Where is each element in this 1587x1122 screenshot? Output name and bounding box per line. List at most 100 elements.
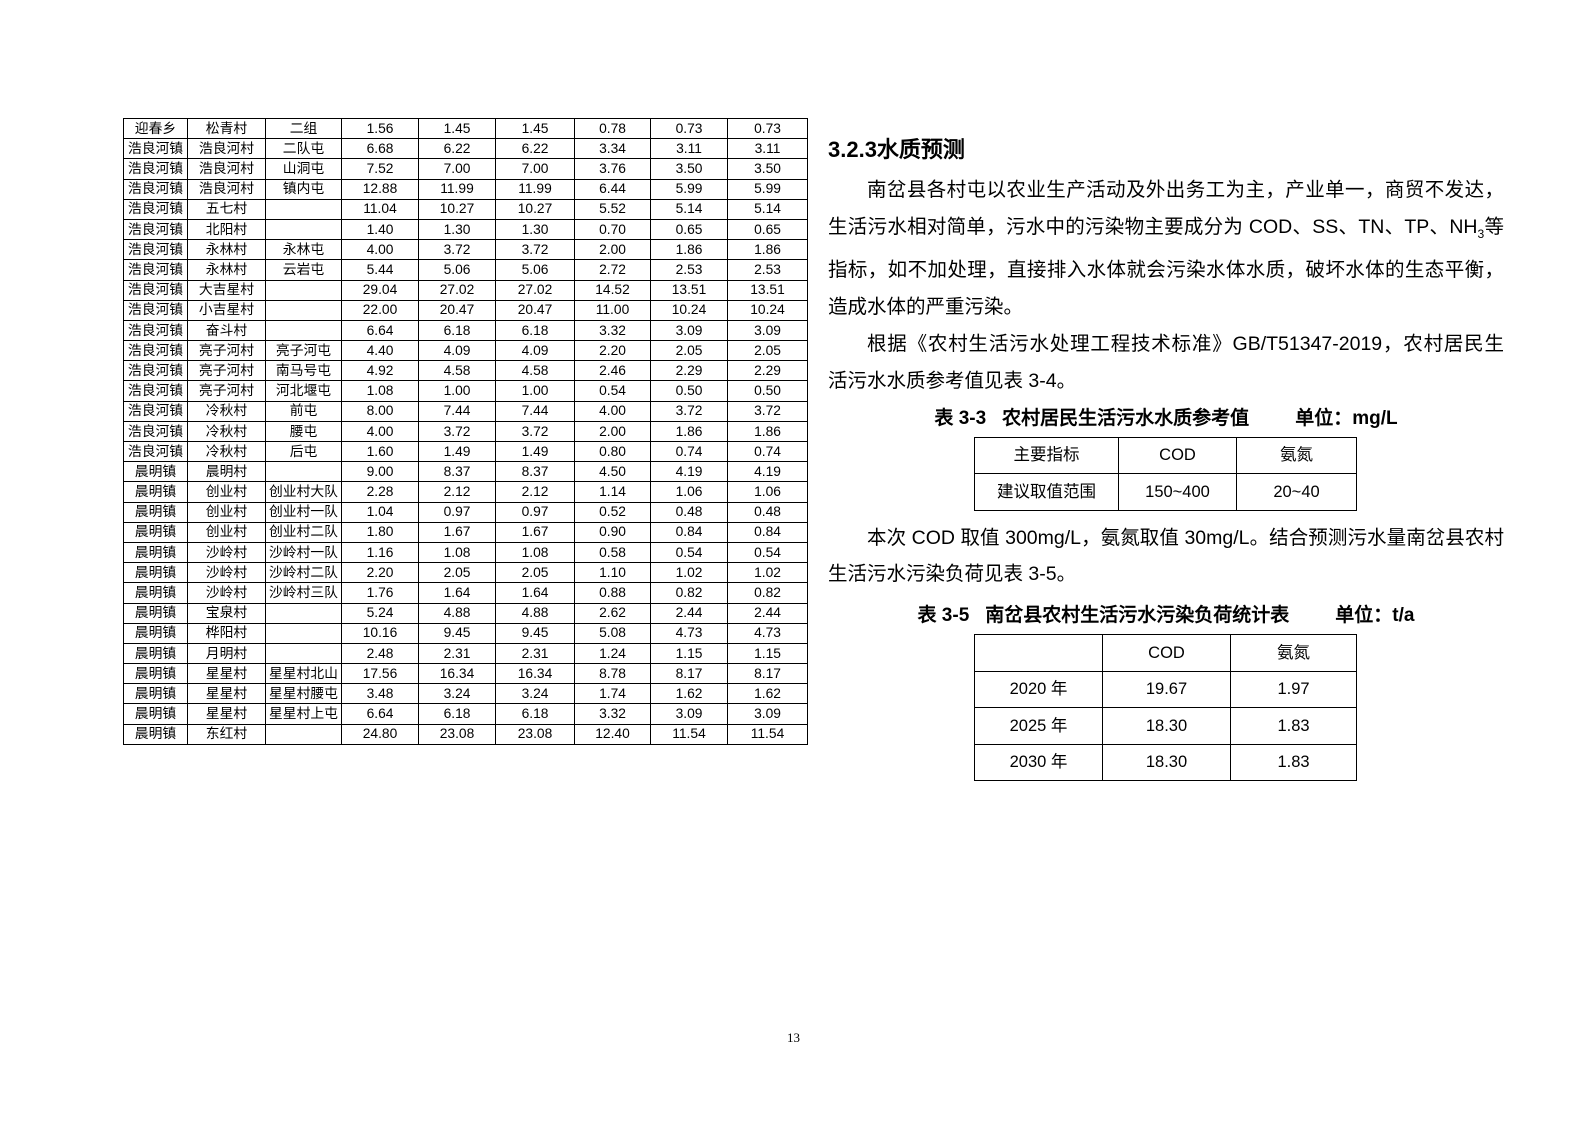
table-row: 浩良河镇 小吉星村 22.00 20.47 20.47 11.00 10.24 10.24 bbox=[123, 299, 808, 321]
table-cell: 10.16 bbox=[341, 622, 419, 644]
table-cell: 5.08 bbox=[574, 622, 651, 644]
table-cell: 11.54 bbox=[727, 723, 808, 745]
table-cell: 3.48 bbox=[341, 683, 419, 705]
table-cell: 创业村大队 bbox=[265, 481, 342, 503]
table-cell: 23.08 bbox=[495, 723, 575, 745]
table-cell: 4.00 bbox=[574, 400, 651, 422]
table-3-3-head: 主要指标 COD 氨氮 bbox=[974, 436, 1357, 475]
table-cell: 8.37 bbox=[418, 461, 496, 483]
table-cell: 冷秋村 bbox=[187, 400, 266, 422]
table-cell: 7.52 bbox=[341, 158, 419, 180]
table-3-5-head: COD 氨氮 bbox=[974, 634, 1357, 672]
table-cell: 晨明镇 bbox=[123, 663, 188, 685]
paragraph-intro: 南岔县各村屯以农业生产活动及外出务工为主，产业单一，商贸不发达，生活污水相对简单… bbox=[828, 172, 1504, 326]
table-cell: 4.19 bbox=[650, 461, 728, 483]
table-cell: 0.80 bbox=[574, 440, 651, 463]
table-cell: 晨明镇 bbox=[123, 541, 188, 564]
table-cell: 11.04 bbox=[341, 198, 419, 220]
table-row: 浩良河镇 冷秋村 前屯 8.00 7.44 7.44 4.00 3.72 3.72 bbox=[123, 400, 808, 422]
paragraph-standard-ref: 根据《农村生活污水处理工程技术标准》GB/T51347-2019，农村居民生活污… bbox=[828, 333, 1504, 392]
table-row: 主要指标 COD 氨氮 bbox=[974, 436, 1357, 475]
table-cell bbox=[265, 602, 342, 624]
nh3-subscript: 3 bbox=[1477, 226, 1485, 241]
table-cell: 7.00 bbox=[495, 158, 575, 180]
table-cell: 0.52 bbox=[574, 501, 651, 523]
table-cell: 1.86 bbox=[727, 420, 808, 443]
table-row: 晨明镇 沙岭村 沙岭村二队 2.20 2.05 2.05 1.10 1.02 1.02 bbox=[123, 562, 808, 584]
table-row: 晨明镇 星星村 星星村腰屯 3.48 3.24 3.24 1.74 1.62 1.62 bbox=[123, 683, 808, 705]
table-cell: 19.67 bbox=[1102, 670, 1231, 709]
table-cell: 晨明镇 bbox=[123, 461, 188, 483]
table-cell: 亮子河屯 bbox=[265, 340, 342, 362]
table-cell: 0.65 bbox=[650, 218, 728, 241]
table-cell: 0.65 bbox=[727, 218, 808, 241]
table-cell: 2.12 bbox=[418, 481, 496, 503]
table-cell: 0.82 bbox=[727, 582, 808, 604]
table-cell: 浩良河镇 bbox=[123, 380, 188, 402]
table-cell: 1.60 bbox=[341, 440, 419, 463]
table-cell: 永林屯 bbox=[265, 239, 342, 261]
table-cell: 浩良河村 bbox=[187, 138, 266, 160]
table-cell: 4.40 bbox=[341, 340, 419, 362]
table-cell: 2.72 bbox=[574, 259, 651, 281]
table-cell: 0.84 bbox=[727, 521, 808, 543]
table-cell: 1.02 bbox=[727, 562, 808, 584]
table-cell: 24.80 bbox=[341, 723, 419, 745]
table-cell: 3.34 bbox=[574, 138, 651, 160]
table-cell: 3.11 bbox=[727, 138, 808, 160]
table-cell: 浩良河镇 bbox=[123, 299, 188, 321]
table-cell: 5.44 bbox=[341, 259, 419, 281]
table-cell: 11.54 bbox=[650, 723, 728, 745]
table-cell: 5.06 bbox=[495, 259, 575, 281]
table-cell: 1.74 bbox=[574, 683, 651, 705]
table-row: 浩良河镇 亮子河村 河北堰屯 1.08 1.00 1.00 0.54 0.50 0.50 bbox=[123, 380, 808, 402]
table-3-5: COD 氨氮 2020 年 19.67 1.97 2025 年 18.30 1.83 2030… bbox=[974, 634, 1357, 782]
table-cell: 7.44 bbox=[418, 400, 496, 422]
table-cell: 浩良河镇 bbox=[123, 178, 188, 200]
table-cell: 27.02 bbox=[418, 279, 496, 301]
table-cell: 月明村 bbox=[187, 642, 266, 665]
table-cell: 2.05 bbox=[495, 562, 575, 584]
table-row: 晨明镇 星星村 星星村上屯 6.64 6.18 6.18 3.32 3.09 3.09 bbox=[123, 703, 808, 725]
table-row: 晨明镇 宝泉村 5.24 4.88 4.88 2.62 2.44 2.44 bbox=[123, 602, 808, 624]
table-row: 晨明镇 沙岭村 沙岭村三队 1.76 1.64 1.64 0.88 0.82 0.82 bbox=[123, 582, 808, 604]
table-cell: 23.08 bbox=[418, 723, 496, 745]
table-cell: 浩良河镇 bbox=[123, 239, 188, 261]
table-cell: 1.30 bbox=[418, 218, 496, 241]
page-number: 13 bbox=[787, 1030, 800, 1045]
table-cell: COD bbox=[1102, 634, 1231, 672]
table-cell: 13.51 bbox=[650, 279, 728, 301]
table-cell: 2.31 bbox=[418, 642, 496, 665]
table-cell bbox=[265, 461, 342, 483]
table-cell: 星星村腰屯 bbox=[265, 683, 342, 705]
table-cell: 16.34 bbox=[495, 663, 575, 685]
table-cell: 3.24 bbox=[495, 683, 575, 705]
table-cell: 20~40 bbox=[1236, 473, 1357, 511]
table-3-5-caption-title: 南岔县农村生活污水污染负荷统计表 bbox=[985, 605, 1290, 627]
table-cell: 星星村上屯 bbox=[265, 703, 342, 725]
table-cell: 大吉星村 bbox=[187, 279, 266, 301]
table-cell: 6.22 bbox=[495, 138, 575, 160]
table-cell: 2.46 bbox=[574, 360, 651, 382]
table-row: 2020 年 19.67 1.97 bbox=[974, 670, 1357, 709]
table-row: 浩良河镇 亮子河村 亮子河屯 4.40 4.09 4.09 2.20 2.05 2.05 bbox=[123, 340, 808, 362]
table-cell: 二组 bbox=[265, 117, 342, 140]
table-cell: 3.50 bbox=[650, 158, 728, 180]
table-cell: 0.78 bbox=[574, 117, 651, 140]
table-cell: 河北堰屯 bbox=[265, 380, 342, 402]
table-cell: 二队屯 bbox=[265, 138, 342, 160]
table-cell: 1.08 bbox=[495, 541, 575, 564]
table-cell: 创业村 bbox=[187, 481, 266, 503]
table-cell: 1.80 bbox=[341, 521, 419, 543]
table-cell: 0.74 bbox=[650, 440, 728, 463]
table-row: 建议取值范围 150~400 20~40 bbox=[974, 473, 1357, 511]
table-cell: 山洞屯 bbox=[265, 158, 342, 180]
table-cell: 9.00 bbox=[341, 461, 419, 483]
table-cell: 1.62 bbox=[727, 683, 808, 705]
table-row: 晨明镇 沙岭村 沙岭村一队 1.16 1.08 1.08 0.58 0.54 0.54 bbox=[123, 541, 808, 564]
table-cell: 1.08 bbox=[418, 541, 496, 564]
table-cell: 0.50 bbox=[727, 380, 808, 402]
table-cell: 4.50 bbox=[574, 461, 651, 483]
table-cell: 1.06 bbox=[727, 481, 808, 503]
table-cell: 五七村 bbox=[187, 198, 266, 220]
